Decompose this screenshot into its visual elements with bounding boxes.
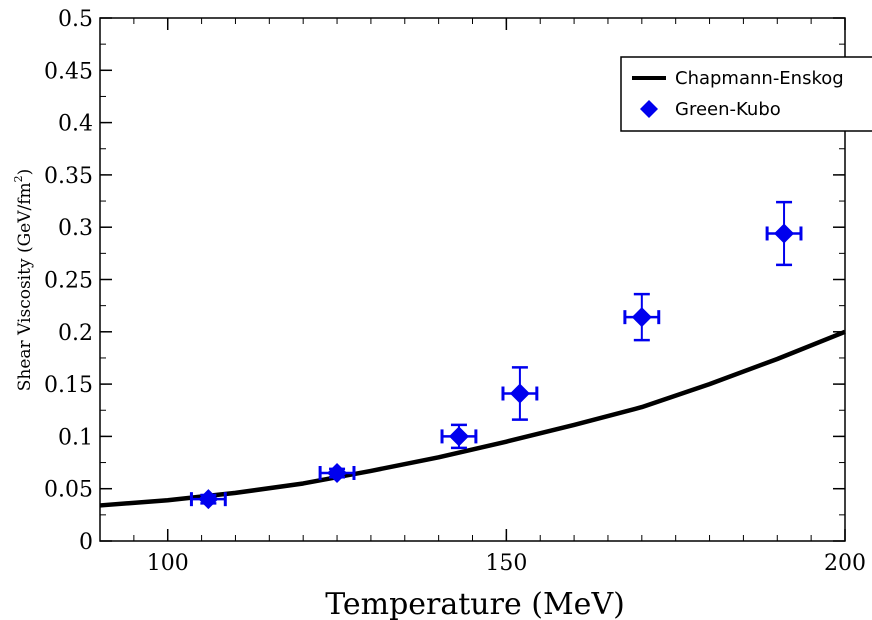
legend: Chapmann-Enskog Green-Kubo	[620, 56, 872, 132]
data-point-green-kubo	[501, 366, 539, 421]
y-tick-label: 0.25	[44, 269, 93, 294]
y-tick-label: 0.05	[44, 478, 93, 503]
data-point-green-kubo	[623, 292, 661, 342]
data-point-green-kubo	[765, 200, 803, 267]
y-tick-label: 0.15	[44, 373, 93, 398]
legend-label-chapmann-enskog: Chapmann-Enskog	[675, 68, 844, 89]
y-tick-label: 0.4	[58, 112, 93, 137]
y-tick-label: 0.35	[44, 164, 93, 189]
legend-diamond-swatch	[640, 100, 658, 118]
y-axis-title-superscript: 2	[12, 175, 25, 182]
legend-box	[620, 56, 872, 132]
legend-label-green-kubo: Green-Kubo	[675, 99, 781, 120]
tick-labels: 100 150 200 0 0.05 0.1 0.15 0.2 0.25 0.3 0.35 0.4 0.…	[44, 7, 866, 576]
plot-frame	[99, 17, 846, 542]
y-tick-label: 0.5	[58, 7, 93, 32]
y-tick-label: 0.45	[44, 59, 93, 84]
y-axis-title: Shear Viscosity (GeV/fm2)	[12, 169, 35, 392]
series-line-chapmann-enskog	[99, 329, 846, 508]
x-tick-label: 150	[485, 551, 527, 576]
data-point-green-kubo	[189, 489, 227, 510]
diamond-marker	[198, 489, 219, 510]
y-axis-title-close: )	[15, 169, 35, 176]
diamond-marker	[327, 463, 348, 484]
y-tick-label: 0.3	[58, 216, 93, 241]
x-tick-label: 200	[824, 551, 866, 576]
y-tick-label: 0.2	[58, 321, 93, 346]
diamond-marker	[774, 223, 795, 244]
y-tick-label: 0	[79, 530, 93, 555]
y-tick-label: 0.1	[58, 425, 93, 450]
y-axis-title-main: Shear Viscosity (GeV/fm	[15, 182, 35, 391]
data-point-green-kubo	[318, 463, 356, 484]
diamond-marker	[448, 426, 469, 447]
x-axis-title: Temperature (MeV)	[325, 587, 625, 620]
diamond-marker	[631, 307, 652, 328]
diamond-marker	[509, 383, 530, 404]
x-tick-label: 100	[147, 551, 189, 576]
series-layer	[99, 200, 846, 510]
data-point-green-kubo	[440, 423, 478, 450]
